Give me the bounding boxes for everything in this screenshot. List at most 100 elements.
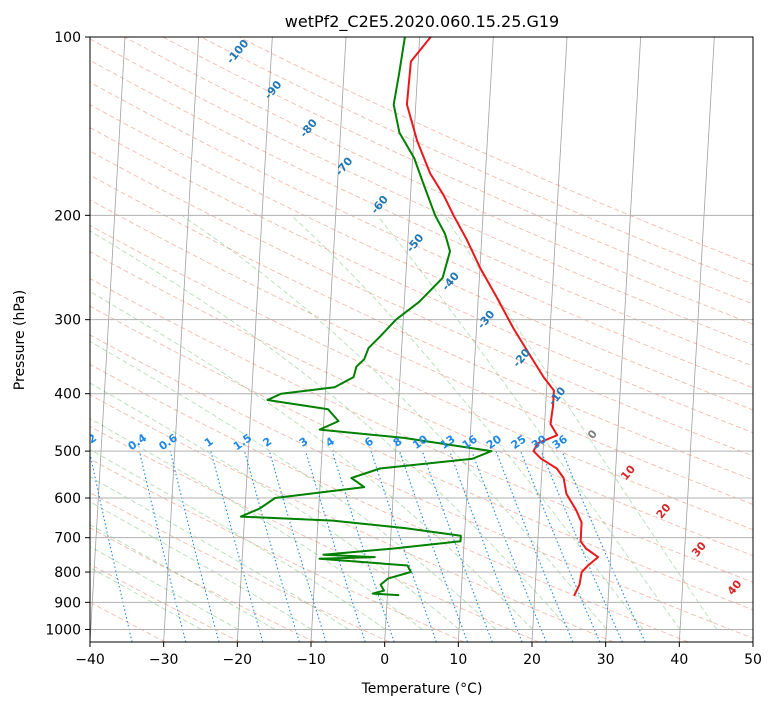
mixing-ratio-line bbox=[210, 450, 264, 642]
isotherm-line bbox=[384, 37, 421, 642]
mixing-ratio-line bbox=[90, 451, 133, 642]
guide-labels: 0.1 0.2 0.4 0.6 1 1.5 2 3 4 6 8 10 13 16 20 25 30 36-100-… bbox=[76, 37, 745, 598]
mixing-ratio-label: 0.2 bbox=[76, 431, 99, 453]
dry-adiabat bbox=[90, 81, 753, 389]
dry-adiabat-label: -10 bbox=[546, 384, 569, 408]
dewpoint-trace bbox=[239, 37, 493, 597]
dry-adiabat-label: -30 bbox=[475, 308, 498, 332]
chart-title: wetPf2_C2E5.2020.060.15.25.G19 bbox=[285, 12, 559, 32]
mixing-ratio-line bbox=[169, 450, 220, 642]
dry-adiabat bbox=[90, 251, 753, 557]
mixing-ratio-label: 1.5 bbox=[231, 431, 254, 453]
x-tick-label: 50 bbox=[744, 652, 762, 668]
dry-adiabat bbox=[124, 37, 753, 325]
mixing-ratio-label: 13 bbox=[438, 432, 458, 451]
isotherm-line bbox=[236, 37, 273, 642]
moist-adiabat bbox=[376, 215, 681, 630]
dry-adiabat bbox=[90, 174, 753, 481]
x-tick-label: −20 bbox=[223, 652, 253, 668]
mixing-ratio-line bbox=[421, 450, 493, 642]
moist-adiabat bbox=[90, 230, 570, 630]
dry-adiabat bbox=[90, 334, 753, 639]
x-tick-label: 10 bbox=[449, 652, 467, 668]
dry-adiabat-label: 0 bbox=[585, 427, 600, 441]
x-tick-label: 20 bbox=[523, 652, 541, 668]
mixing-ratio-lines bbox=[90, 450, 646, 642]
y-tick-label: 900 bbox=[54, 595, 81, 611]
dry-adiabat-label: 30 bbox=[689, 539, 709, 559]
isotherm-line bbox=[605, 37, 642, 642]
x-tick-label: 0 bbox=[380, 652, 389, 668]
dry-adiabat-label: -20 bbox=[510, 346, 533, 370]
dry-adiabat-label: 10 bbox=[618, 463, 638, 483]
mixing-ratio-label: 20 bbox=[484, 432, 504, 452]
mixing-ratio-label: 3 bbox=[297, 435, 311, 450]
dry-adiabat-label: -80 bbox=[297, 116, 320, 140]
isotherm-line bbox=[163, 37, 200, 642]
mixing-ratio-label: 1 bbox=[202, 435, 216, 450]
y-axis-label: Pressure (hPa) bbox=[12, 290, 28, 390]
mixing-ratio-line bbox=[495, 450, 574, 642]
dry-adiabat bbox=[90, 458, 465, 642]
dry-adiabat-label: -70 bbox=[333, 154, 356, 178]
moist-adiabat bbox=[90, 524, 276, 630]
plot-area: 0.1 0.2 0.4 0.6 1 1.5 2 3 4 6 8 10 13 16 20 25 30 36-100-… bbox=[76, 37, 753, 642]
y-tick-label: 200 bbox=[54, 208, 81, 224]
dry-adiabat bbox=[90, 527, 315, 642]
y-axis-ticks: 100 200 300 400 500 600 700 800 900 1000 bbox=[45, 30, 90, 638]
y-tick-label: 700 bbox=[54, 531, 81, 547]
mixing-ratio-line bbox=[138, 450, 187, 642]
mixing-ratio-label: 2 bbox=[261, 435, 275, 450]
mixing-ratio-label: 0.4 bbox=[126, 431, 150, 453]
dry-adiabat bbox=[90, 492, 390, 642]
x-tick-label: 40 bbox=[670, 652, 688, 668]
dry-adiabat bbox=[90, 38, 753, 346]
mixing-ratio-line bbox=[244, 450, 300, 642]
moist-adiabat bbox=[90, 501, 312, 630]
mixing-ratio-line bbox=[520, 450, 601, 642]
mixing-ratio-line bbox=[331, 450, 395, 642]
mixing-ratio-label: 25 bbox=[509, 433, 529, 452]
dry-adiabat bbox=[90, 224, 753, 531]
sounding-traces bbox=[239, 37, 600, 597]
y-tick-label: 800 bbox=[54, 565, 81, 581]
dry-adiabat bbox=[90, 150, 753, 457]
isotherm-line bbox=[752, 635, 753, 642]
x-tick-label: −10 bbox=[296, 652, 326, 668]
dry-adiabat bbox=[90, 425, 539, 642]
temperature-trace bbox=[405, 37, 600, 597]
dry-adiabat bbox=[90, 394, 614, 642]
mixing-ratio-line bbox=[449, 450, 523, 642]
isotherm-line bbox=[457, 37, 494, 642]
mixing-ratio-label: 6 bbox=[362, 434, 376, 449]
mixing-ratio-label: 0.6 bbox=[157, 431, 181, 453]
dry-adiabat bbox=[90, 104, 753, 411]
mixing-ratio-label: 30 bbox=[529, 432, 549, 452]
isotherm-line bbox=[90, 37, 126, 642]
dry-adiabat-label: 20 bbox=[654, 501, 674, 521]
moist-adiabat bbox=[90, 290, 534, 630]
dry-adiabat bbox=[90, 127, 753, 434]
x-tick-label: −30 bbox=[149, 652, 179, 668]
dry-adiabat-label: -90 bbox=[262, 78, 285, 102]
mixing-ratio-label: 10 bbox=[410, 432, 430, 452]
moist-adiabat bbox=[90, 382, 460, 630]
x-axis-label: Temperature (°C) bbox=[361, 681, 483, 697]
dry-adiabat-label: 40 bbox=[725, 577, 745, 597]
mixing-ratio-line bbox=[471, 450, 547, 642]
y-tick-label: 300 bbox=[54, 313, 81, 329]
pressure-gridlines bbox=[90, 37, 753, 630]
dry-adiabat bbox=[90, 563, 241, 642]
moist-adiabat bbox=[181, 214, 607, 630]
x-axis-ticks: −40 −30 −20 −10 0 10 20 30 40 50 bbox=[75, 642, 762, 668]
dry-adiabats bbox=[90, 37, 753, 642]
mixing-ratio-label: 4 bbox=[323, 435, 337, 450]
plot-frame bbox=[89, 36, 754, 643]
isotherm-line bbox=[678, 37, 715, 642]
dry-adiabat bbox=[200, 37, 753, 285]
y-tick-label: 400 bbox=[54, 387, 81, 403]
dry-adiabat bbox=[90, 305, 753, 611]
y-tick-label: 600 bbox=[54, 491, 81, 507]
y-tick-label: 1000 bbox=[45, 622, 81, 638]
